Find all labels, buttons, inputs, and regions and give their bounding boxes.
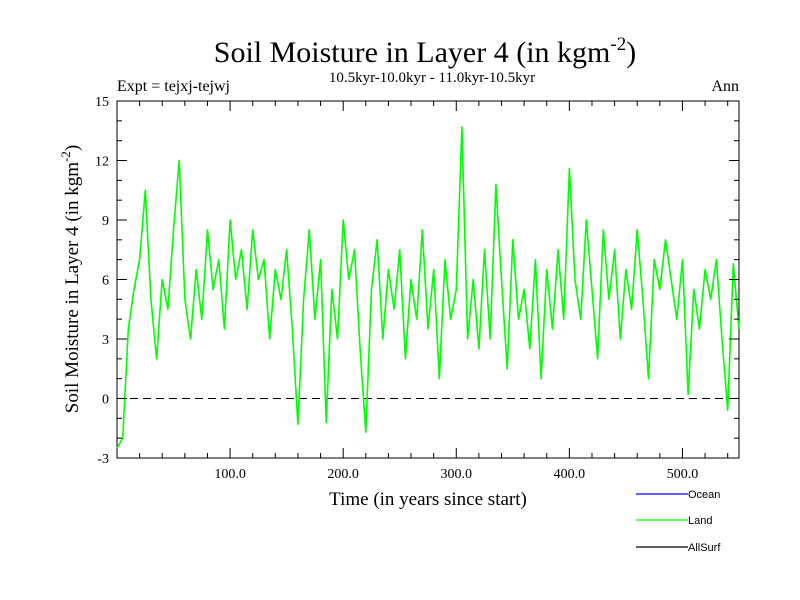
legend-label-ocean: Ocean [688, 489, 720, 501]
chart-title-main: Soil Moisture in Layer 4 (in kgm [214, 36, 611, 69]
legend-label-land: Land [688, 515, 712, 527]
y-tick-label: 6 [102, 274, 109, 289]
y-axis-ticks: -3 0 3 6 9 12 15 [95, 95, 739, 467]
y-axis-label-sup: -2 [58, 151, 73, 162]
x-tick-label: 200.0 [327, 467, 359, 482]
y-tick-label: -3 [97, 452, 109, 467]
x-tick-label: 300.0 [441, 467, 473, 482]
y-tick-label: 3 [102, 333, 109, 348]
x-axis-ticks: 100.0 200.0 300.0 400.0 500.0 [116, 101, 729, 482]
chart-title-close: ) [626, 36, 636, 69]
x-axis-label: Time (in years since start) [329, 489, 527, 510]
y-tick-label: 0 [102, 393, 109, 408]
chart-subtitle: 10.5kyr-10.0kyr - 11.0kyr-10.5kyr [329, 70, 535, 86]
season-label: Ann [711, 78, 739, 95]
x-tick-label: 100.0 [214, 467, 246, 482]
y-tick-label: 15 [95, 95, 109, 110]
x-tick-label: 400.0 [554, 467, 586, 482]
experiment-label: Expt = tejxj-tejwj [117, 78, 230, 95]
plot-frame [116, 100, 740, 459]
chart-title-sup: -2 [610, 34, 626, 55]
series-line-land [116, 126, 740, 449]
legend-label-allsurf: AllSurf [688, 542, 721, 554]
y-axis-label: Soil Moisture in Layer 4 (in kgm-2) [58, 145, 83, 413]
x-tick-label: 500.0 [667, 467, 699, 482]
chart-title: Soil Moisture in Layer 4 (in kgm-2) [214, 34, 636, 69]
y-axis-label-main: Soil Moisture in Layer 4 (in kgm [62, 162, 83, 413]
y-axis-label-close: ) [62, 145, 83, 151]
y-tick-label: 12 [95, 155, 109, 170]
y-tick-label: 9 [102, 214, 109, 229]
legend: Ocean Land AllSurf [636, 489, 721, 554]
